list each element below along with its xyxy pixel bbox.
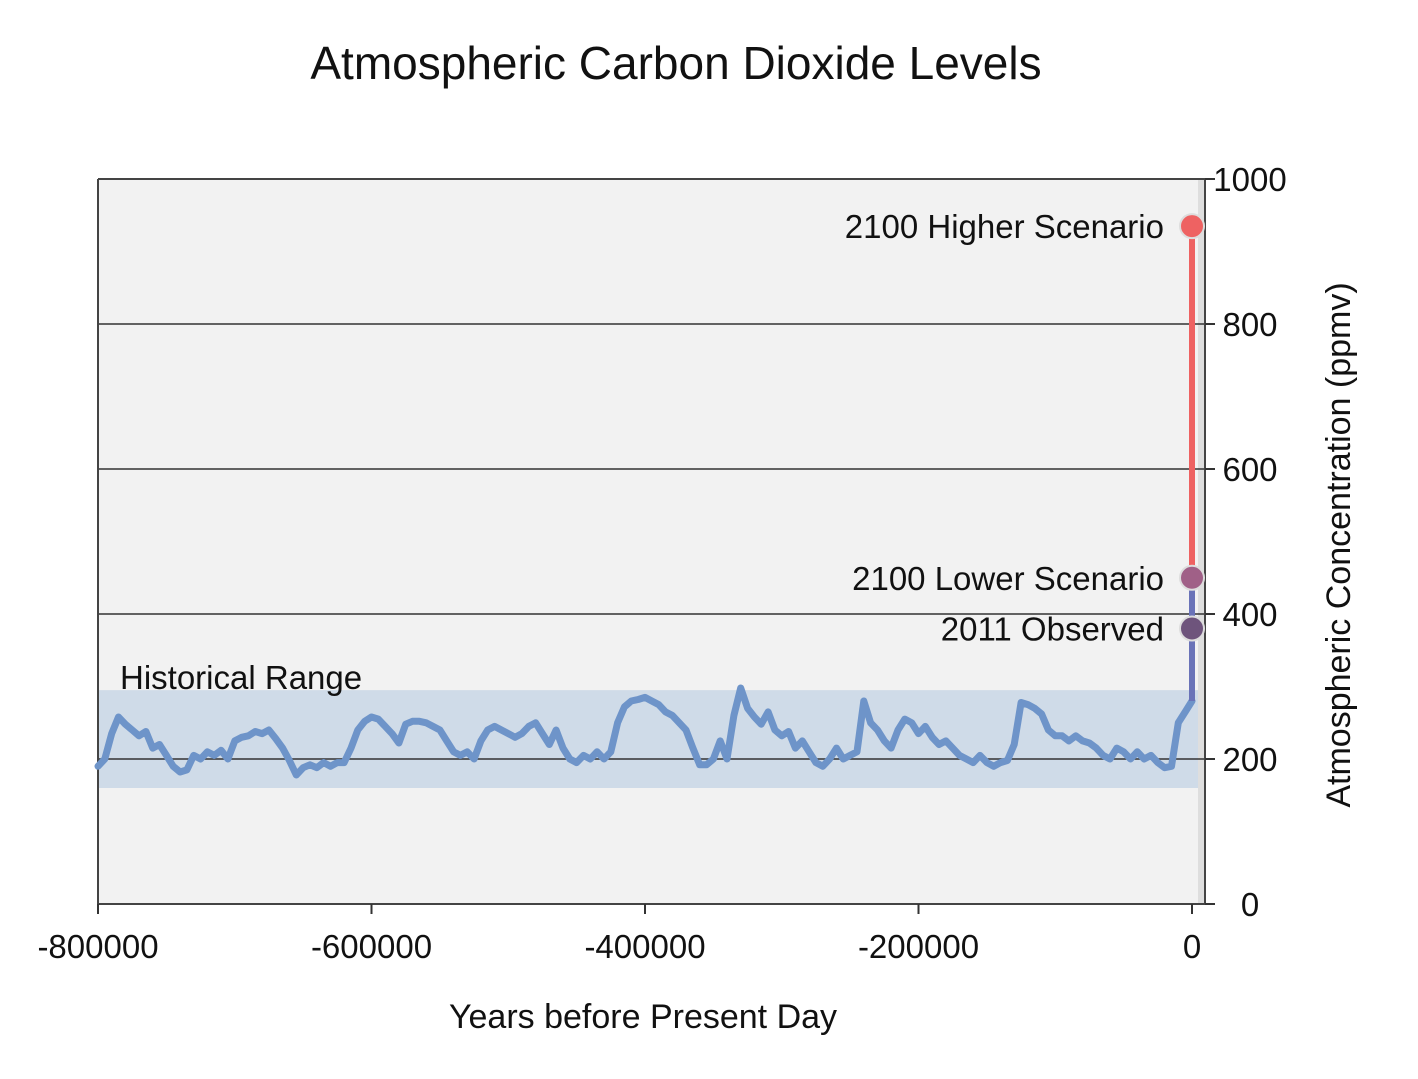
x-axis-title: Years before Present Day bbox=[449, 998, 837, 1036]
scenario-points: 2100 Higher Scenario 2100 Lower Scenario 2… bbox=[845, 208, 1205, 648]
y-tick-label: 400 bbox=[1222, 596, 1277, 633]
y-axis-title: Atmospheric Concentration (ppmv) bbox=[1320, 282, 1358, 807]
scenario-point bbox=[1179, 213, 1205, 240]
historical-range-label: Historical Range bbox=[120, 659, 362, 696]
plot-background bbox=[98, 179, 1205, 904]
y-tick-label: 200 bbox=[1222, 741, 1277, 778]
scenario-point-label: 2100 Higher Scenario bbox=[845, 208, 1164, 245]
x-tick-label: -800000 bbox=[37, 928, 158, 965]
plot-right-shade bbox=[1198, 179, 1205, 904]
x-ticks: -800000 -600000 -400000 -200000 0 bbox=[37, 904, 1201, 965]
scenario-point-label: 2011 Observed bbox=[941, 611, 1164, 648]
y-tick-label: 0 bbox=[1241, 886, 1259, 923]
y-tick-label: 600 bbox=[1222, 451, 1277, 488]
y-tick-label: 1000 bbox=[1213, 161, 1286, 198]
x-tick-label: -200000 bbox=[858, 928, 979, 965]
y-tick-label: 800 bbox=[1222, 306, 1277, 343]
x-tick-label: 0 bbox=[1183, 928, 1201, 965]
chart-title: Atmospheric Carbon Dioxide Levels bbox=[310, 37, 1042, 89]
scenario-point bbox=[1179, 615, 1205, 642]
scenario-point-label: 2100 Lower Scenario bbox=[852, 560, 1164, 597]
x-tick-label: -400000 bbox=[584, 928, 705, 965]
grid-lines bbox=[98, 323, 1205, 760]
co2-series-line bbox=[94, 684, 1196, 779]
x-tick-label: -600000 bbox=[311, 928, 432, 965]
scenario-point bbox=[1179, 564, 1205, 591]
y-ticks: 0 200 400 600 800 1000 bbox=[1205, 161, 1287, 923]
